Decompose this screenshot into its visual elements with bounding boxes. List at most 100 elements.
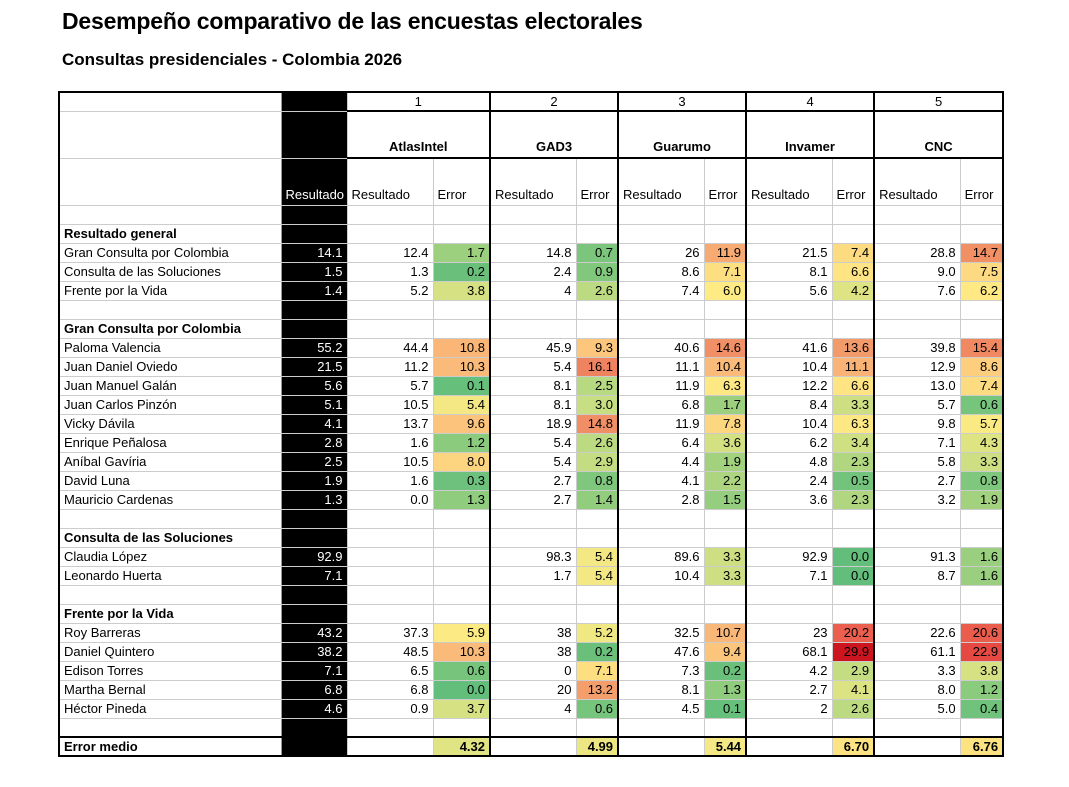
poll-result-value: 7.1 (874, 433, 961, 453)
poll-number: 3 (618, 92, 748, 112)
poll-result-value: 0.9 (347, 699, 434, 719)
spacer-cell (874, 736, 961, 757)
poll-error-value: 16.1 (576, 357, 620, 377)
poll-result-value: 5.4 (490, 357, 577, 377)
spacer-cell (618, 205, 705, 225)
data-row: Héctor Pineda 4.6 0.9 3.7 4 0.6 4.5 0.1 2 2.6 5.0 0… (59, 699, 1004, 719)
poll-result-value: 12.2 (746, 376, 833, 396)
poll-error-value: 3.3 (832, 395, 876, 415)
poll-result-value: 6.8 (347, 680, 434, 700)
spacer-cell (59, 585, 282, 605)
data-row: Edison Torres 7.1 6.5 0.6 0 7.1 7.3 0.2 4.2 2.9 3.… (59, 661, 1004, 681)
poll-name: CNC (874, 111, 1004, 159)
spacer-cell (433, 585, 492, 605)
poll-error-value: 22.9 (960, 642, 1004, 662)
spacer-cell (490, 509, 577, 529)
spacer-cell (433, 300, 492, 320)
poll-error-value: 2.2 (704, 471, 748, 491)
section-title: Resultado general (59, 224, 282, 244)
spacer-cell (704, 205, 748, 225)
section-header-row: Gran Consulta por Colombia (59, 319, 1004, 339)
page-title: Desempeño comparativo de las encuestas e… (62, 8, 643, 34)
poll-error-value: 1.7 (433, 243, 492, 263)
spacer-cell (874, 718, 961, 738)
spacer-cell (490, 300, 577, 320)
spacer-cell (960, 604, 1004, 624)
poll-error-value: 2.6 (832, 699, 876, 719)
poll-error-value: 2.6 (576, 433, 620, 453)
spacer-cell (832, 319, 876, 339)
poll-result-value: 12.4 (347, 243, 434, 263)
data-row: Martha Bernal 6.8 6.8 0.0 20 13.2 8.1 1.3 2.7 4.1… (59, 680, 1004, 700)
poll-result-value: 0 (490, 661, 577, 681)
poll-error-value: 5.4 (576, 547, 620, 567)
poll-result-value: 1.7 (490, 566, 577, 586)
spacer-cell (347, 300, 434, 320)
poll-result-value: 0.0 (347, 490, 434, 510)
corner-cell (59, 158, 282, 206)
spacer-cell (960, 585, 1004, 605)
poll-error-value: 1.3 (433, 490, 492, 510)
resultado-header-cell (281, 92, 348, 112)
spacer-cell (618, 718, 705, 738)
poll-result-value: 7.3 (618, 661, 705, 681)
spacer-cell (618, 604, 705, 624)
poll-result-value: 38 (490, 642, 577, 662)
poll-error-value: 0.6 (433, 661, 492, 681)
poll-error-value: 10.8 (433, 338, 492, 358)
poll-error-value: 0.8 (576, 471, 620, 491)
poll-error-header: Error (704, 158, 748, 206)
poll-result-value: 3.3 (874, 661, 961, 681)
poll-error-value: 0.2 (433, 262, 492, 282)
poll-result-value: 45.9 (490, 338, 577, 358)
poll-result-value: 11.9 (618, 376, 705, 396)
poll-error-value: 0.2 (704, 661, 748, 681)
spacer-cell (433, 528, 492, 548)
poll-error-value: 6.6 (832, 376, 876, 396)
spacer-cell (874, 224, 961, 244)
spacer-cell (960, 300, 1004, 320)
spacer-cell (576, 718, 620, 738)
poll-result-value: 11.9 (618, 414, 705, 434)
spacer-cell (59, 205, 282, 225)
poll-result-value: 8.1 (490, 376, 577, 396)
spacer-cell (281, 736, 348, 757)
section-title: Consulta de las Soluciones (59, 528, 282, 548)
poll-error-value: 6.6 (832, 262, 876, 282)
poll-result-value: 10.4 (746, 357, 833, 377)
spacer-cell (832, 718, 876, 738)
poll-result-value: 5.4 (490, 433, 577, 453)
poll-error-value: 0.0 (832, 547, 876, 567)
poll-result-value: 1.6 (347, 471, 434, 491)
row-label: Frente por la Vida (59, 281, 282, 301)
poll-error-value: 9.3 (576, 338, 620, 358)
spacer-cell (704, 509, 748, 529)
poll-error-value: 14.8 (576, 414, 620, 434)
poll-error-value: 7.1 (704, 262, 748, 282)
result-value: 5.1 (281, 395, 348, 415)
section-header-row: Frente por la Vida (59, 604, 1004, 624)
poll-result-value: 4.8 (746, 452, 833, 472)
poll-result-value: 8.6 (618, 262, 705, 282)
poll-error-value: 3.8 (960, 661, 1004, 681)
poll-resultado-header: Resultado (874, 158, 961, 206)
poll-error-header: Error (433, 158, 492, 206)
poll-name: Guarumo (618, 111, 748, 159)
row-label: Edison Torres (59, 661, 282, 681)
poll-number: 2 (490, 92, 620, 112)
poll-result-value: 2.4 (746, 471, 833, 491)
poll-result-value: 4.2 (746, 661, 833, 681)
poll-error-value: 13.2 (576, 680, 620, 700)
result-value: 1.9 (281, 471, 348, 491)
spacer-cell (618, 585, 705, 605)
poll-error-value: 9.4 (704, 642, 748, 662)
poll-error-value: 0.0 (433, 680, 492, 700)
result-value: 1.4 (281, 281, 348, 301)
spacer-cell (433, 604, 492, 624)
poll-error-value: 0.1 (704, 699, 748, 719)
poll-resultado-header: Resultado (347, 158, 434, 206)
footer-label: Error medio (59, 736, 282, 757)
spacer-cell (618, 509, 705, 529)
poll-result-value: 8.1 (490, 395, 577, 415)
